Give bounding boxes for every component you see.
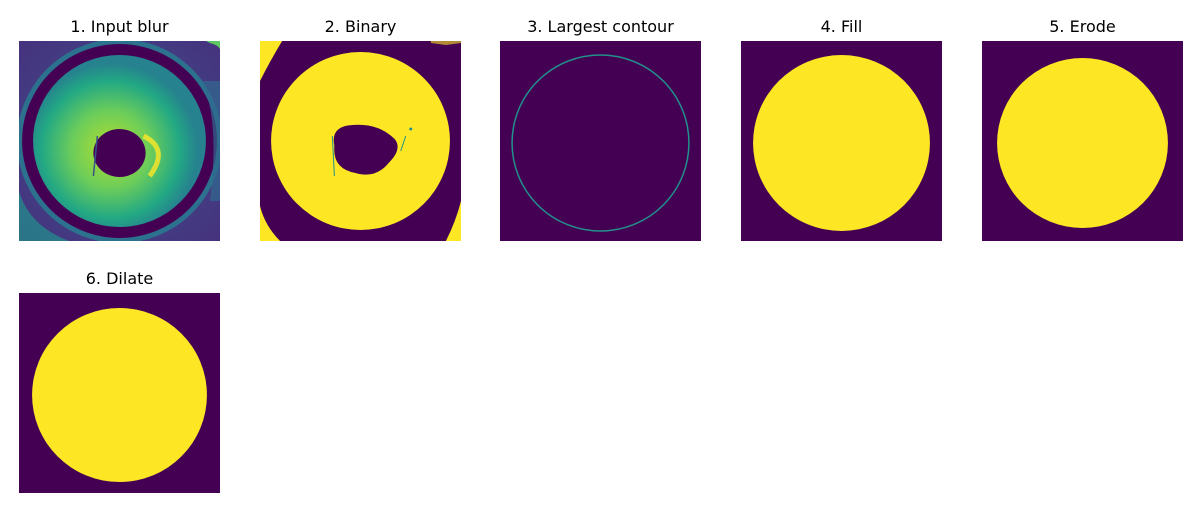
panel-title: 5. Erode xyxy=(1049,17,1116,36)
panel-title: 3. Largest contour xyxy=(527,17,674,36)
erode-image xyxy=(982,41,1183,241)
panel-title: 6. Dilate xyxy=(85,269,154,288)
input-blur-image xyxy=(19,41,220,241)
dilate-image xyxy=(19,293,220,493)
panel-title: 2. Binary xyxy=(324,17,397,36)
panel-title: 4. Fill xyxy=(820,17,863,36)
largest-contour-image xyxy=(500,41,701,241)
binary-image xyxy=(260,41,461,241)
panel-title: 1. Input blur xyxy=(70,17,169,36)
fill-image xyxy=(741,41,942,241)
